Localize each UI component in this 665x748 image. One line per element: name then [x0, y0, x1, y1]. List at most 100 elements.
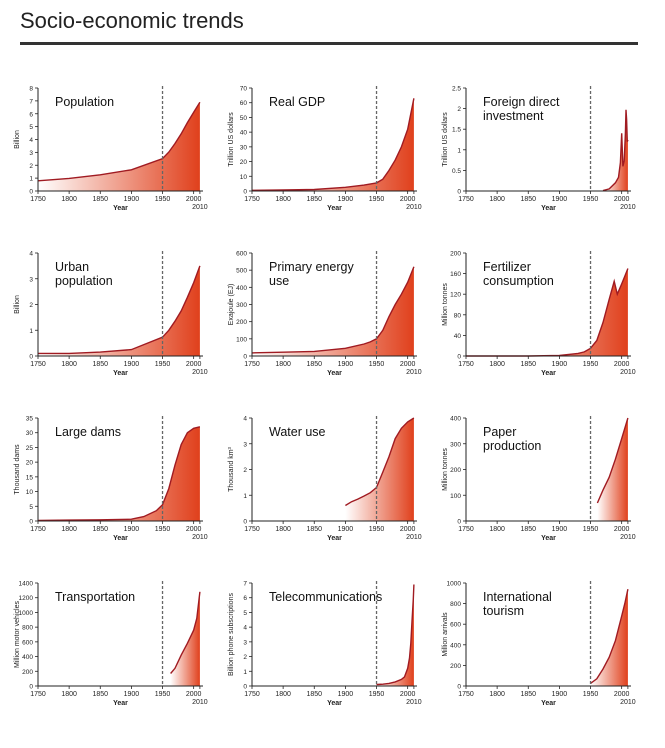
x-tick-label: 1800 — [61, 691, 77, 698]
y-tick-label: 6 — [29, 111, 33, 118]
x-tick-label: 1800 — [275, 691, 291, 698]
x-tick-label: 1900 — [552, 691, 568, 698]
y-tick-label: 2 — [29, 302, 33, 309]
x-tick-label: 1900 — [338, 361, 354, 368]
series-line — [376, 584, 415, 686]
x-tick-label: 1750 — [458, 361, 474, 368]
y-tick-label: 10 — [240, 174, 248, 181]
chart-title: population — [55, 274, 113, 288]
x-tick-label: 2000 — [614, 691, 630, 698]
chart-title: Large dams — [55, 425, 121, 439]
x-tick-label: 1750 — [458, 526, 474, 533]
x-tick-label: 1750 — [30, 361, 46, 368]
series-area — [38, 426, 200, 521]
y-tick-label: 400 — [236, 285, 247, 292]
y-tick-label: 4 — [243, 625, 247, 632]
chart-title: Urban — [55, 260, 89, 274]
y-tick-label: 1 — [243, 669, 247, 676]
series-area — [38, 102, 200, 191]
y-tick-label: 7 — [29, 98, 33, 105]
series-area — [170, 591, 200, 686]
x-tick-label: 1950 — [583, 196, 599, 203]
x-end-label: 2010 — [192, 534, 208, 541]
y-tick-label: 200 — [22, 669, 33, 676]
y-axis-label: Thousand km³ — [228, 446, 235, 491]
y-tick-label: 20 — [240, 159, 248, 166]
x-tick-label: 1900 — [552, 526, 568, 533]
y-tick-label: 120 — [450, 292, 461, 299]
chart-title: Paper — [483, 425, 516, 439]
y-tick-label: 30 — [26, 430, 34, 437]
x-axis-label: Year — [327, 535, 342, 542]
y-tick-label: 400 — [450, 416, 461, 423]
x-tick-label: 1900 — [552, 196, 568, 203]
series-line — [345, 417, 415, 507]
y-tick-label: 1000 — [19, 610, 34, 617]
x-tick-label: 1800 — [275, 196, 291, 203]
y-axis-label: Thousand dams — [14, 444, 21, 495]
y-tick-label: 800 — [22, 625, 33, 632]
series-line — [602, 109, 629, 192]
y-tick-label: 5 — [29, 124, 33, 131]
x-tick-label: 1850 — [92, 361, 108, 368]
y-tick-label: 600 — [236, 251, 247, 258]
x-tick-label: 2000 — [186, 196, 202, 203]
x-axis-label: Year — [113, 700, 128, 707]
x-tick-label: 1850 — [306, 691, 322, 698]
y-tick-label: 200 — [236, 319, 247, 326]
chart-title: consumption — [483, 274, 554, 288]
x-tick-label: 1950 — [369, 196, 385, 203]
series-line — [38, 265, 201, 355]
x-tick-label: 1750 — [30, 196, 46, 203]
x-tick-label: 1850 — [306, 196, 322, 203]
x-tick-label: 1750 — [458, 691, 474, 698]
y-tick-label: 70 — [240, 86, 248, 93]
y-tick-label: 4 — [29, 251, 33, 258]
x-tick-label: 1800 — [489, 196, 505, 203]
x-tick-label: 1800 — [489, 361, 505, 368]
series-area — [252, 98, 414, 191]
x-axis-label: Year — [327, 205, 342, 212]
page-title: Socio-economic trends — [20, 8, 244, 33]
y-tick-label: 35 — [26, 416, 34, 423]
x-end-label: 2010 — [620, 204, 636, 211]
chart-title: Transportation — [55, 590, 135, 604]
x-tick-label: 1800 — [61, 361, 77, 368]
x-end-label: 2010 — [406, 534, 422, 541]
y-tick-label: 800 — [450, 601, 461, 608]
y-tick-label: 8 — [29, 86, 33, 93]
y-axis-label: Billion — [14, 130, 21, 149]
x-tick-label: 1800 — [489, 526, 505, 533]
x-tick-label: 1750 — [244, 361, 260, 368]
x-tick-label: 1950 — [583, 691, 599, 698]
x-tick-label: 1850 — [306, 361, 322, 368]
y-tick-label: 0 — [457, 519, 461, 526]
x-tick-label: 1750 — [244, 691, 260, 698]
x-tick-label: 2000 — [186, 526, 202, 533]
chart-title: Primary energy — [269, 260, 354, 274]
x-tick-label: 2000 — [400, 526, 416, 533]
chart-title: Fertilizer — [483, 260, 531, 274]
chart-panel-2: 0 10 20 30 40 50 60 70 1750 1800 1850 1900 1950 20002… — [228, 86, 422, 213]
x-axis-label: Year — [113, 535, 128, 542]
y-tick-label: 3 — [29, 276, 33, 283]
y-tick-label: 600 — [450, 622, 461, 629]
series-line — [37, 101, 201, 182]
y-tick-label: 2 — [243, 654, 247, 661]
y-tick-label: 100 — [236, 336, 247, 343]
x-axis-label: Year — [113, 370, 128, 377]
x-end-label: 2010 — [620, 534, 636, 541]
series-area — [345, 418, 414, 521]
y-axis-label: Million motor vehicles — [14, 601, 21, 668]
series-area — [590, 589, 628, 686]
y-tick-label: 0 — [243, 189, 247, 196]
y-tick-label: 600 — [22, 639, 33, 646]
x-tick-label: 1900 — [124, 526, 140, 533]
x-tick-label: 1950 — [155, 526, 171, 533]
y-tick-label: 40 — [454, 333, 462, 340]
y-tick-label: 1.5 — [452, 127, 461, 134]
x-tick-label: 1750 — [244, 196, 260, 203]
x-tick-label: 1800 — [489, 691, 505, 698]
x-tick-label: 1850 — [520, 526, 536, 533]
